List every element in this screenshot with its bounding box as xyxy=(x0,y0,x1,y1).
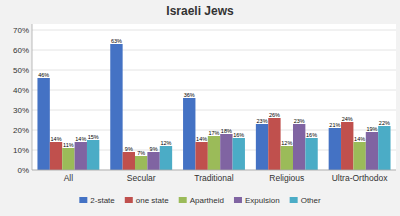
data-label: 16% xyxy=(306,132,317,138)
grid-line xyxy=(32,30,396,31)
bar xyxy=(329,128,341,170)
bar xyxy=(293,124,305,170)
legend-swatch xyxy=(125,197,133,203)
legend-swatch xyxy=(79,197,87,203)
bar xyxy=(220,134,232,170)
bar xyxy=(378,126,390,170)
bar xyxy=(183,98,195,170)
data-label: 7% xyxy=(137,150,145,156)
y-axis-line xyxy=(32,24,33,170)
x-tick-label: Secular xyxy=(127,173,156,183)
data-label: 9% xyxy=(125,146,133,152)
y-tick-label: 70% xyxy=(13,26,29,35)
bar xyxy=(305,138,317,170)
bar xyxy=(268,118,280,170)
data-label: 46% xyxy=(38,72,49,78)
data-label: 18% xyxy=(221,128,232,134)
y-tick-label: 50% xyxy=(13,66,29,75)
data-label: 17% xyxy=(208,130,219,136)
bar xyxy=(37,78,49,170)
data-label: 12% xyxy=(281,140,292,146)
bar xyxy=(233,138,245,170)
y-tick-label: 0% xyxy=(17,166,29,175)
grid-line xyxy=(32,50,396,51)
data-label: 14% xyxy=(354,136,365,142)
y-tick-label: 40% xyxy=(13,86,29,95)
legend-label: Apartheid xyxy=(190,196,224,205)
y-tick-label: 20% xyxy=(13,126,29,135)
bar xyxy=(75,142,87,170)
data-label: 22% xyxy=(379,120,390,126)
bar xyxy=(208,136,220,170)
grid-line xyxy=(32,70,396,71)
bar xyxy=(62,148,74,170)
legend-label: Expulsion xyxy=(245,196,280,205)
data-label: 36% xyxy=(184,92,195,98)
bar xyxy=(135,156,147,170)
data-label: 15% xyxy=(88,134,99,140)
bar xyxy=(50,142,62,170)
data-label: 14% xyxy=(51,136,62,142)
x-axis-line xyxy=(32,170,396,171)
legend-swatch xyxy=(290,197,298,203)
background xyxy=(0,0,400,216)
bar xyxy=(123,152,135,170)
grid-line xyxy=(32,90,396,91)
data-label: 21% xyxy=(329,122,340,128)
plot-background xyxy=(32,24,396,170)
grid-line xyxy=(32,170,396,171)
chart: Israeli Jews 0% 10% 20% 30% 40% 50% 60% 70% 46% 63… xyxy=(0,0,400,216)
legend-swatch xyxy=(179,197,187,203)
x-tick-label: Ultra-Orthodox xyxy=(332,173,388,183)
bar xyxy=(353,142,365,170)
legend-label: Other xyxy=(301,196,321,205)
data-label: 19% xyxy=(366,126,377,132)
bar xyxy=(160,146,172,170)
bar xyxy=(366,132,378,170)
data-label: 63% xyxy=(111,38,122,44)
bar xyxy=(256,124,268,170)
bar xyxy=(281,146,293,170)
y-tick-label: 30% xyxy=(13,106,29,115)
data-label: 12% xyxy=(160,140,171,146)
x-tick-label: Traditional xyxy=(194,173,233,183)
legend-label: one state xyxy=(136,196,169,205)
data-label: 23% xyxy=(257,118,268,124)
data-label: 26% xyxy=(269,112,280,118)
data-label: 14% xyxy=(196,136,207,142)
x-tick-label: All xyxy=(64,173,74,183)
grid-line xyxy=(32,110,396,111)
data-label: 14% xyxy=(75,136,86,142)
legend: 2-state one state Apartheid Expulsion Other xyxy=(79,196,321,205)
legend-label: 2-state xyxy=(90,196,115,205)
bar xyxy=(341,122,353,170)
bar xyxy=(195,142,207,170)
y-tick-label: 10% xyxy=(13,146,29,155)
data-labels: 46% 63% 36% 23% 21% 14% 9% 14% 26% 24% 11% 7% 17% 12%… xyxy=(38,38,390,156)
bar xyxy=(147,152,159,170)
data-label: 9% xyxy=(150,146,158,152)
data-label: 11% xyxy=(63,142,74,148)
x-tick-label: Religious xyxy=(269,173,304,183)
bar xyxy=(110,44,122,170)
data-label: 24% xyxy=(342,116,353,122)
bars xyxy=(37,44,390,170)
title: Israeli Jews xyxy=(166,4,234,18)
y-tick-label: 60% xyxy=(13,46,29,55)
data-label: 16% xyxy=(233,132,244,138)
bar xyxy=(87,140,99,170)
legend-swatch xyxy=(234,197,242,203)
data-label: 23% xyxy=(294,118,305,124)
